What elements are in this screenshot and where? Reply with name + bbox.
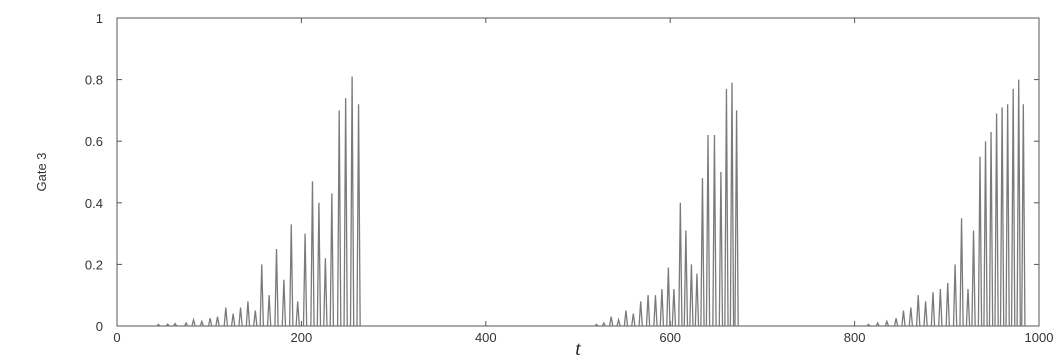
spike — [999, 107, 1005, 327]
spike — [718, 171, 724, 327]
spike — [983, 141, 988, 327]
spike — [875, 321, 880, 327]
x-tick-label: 200 — [291, 330, 313, 345]
spike — [908, 307, 914, 327]
spike — [356, 104, 361, 327]
spike — [971, 230, 976, 327]
spike — [1010, 88, 1016, 327]
spike — [666, 267, 671, 327]
y-axis-label: Gate 3 — [34, 152, 49, 191]
spike — [1021, 104, 1026, 327]
x-tick-label: 0 — [113, 330, 120, 345]
spike — [594, 323, 599, 327]
x-tick-label: 1000 — [1025, 330, 1054, 345]
spike — [930, 292, 936, 327]
spike — [274, 248, 279, 327]
spike — [223, 307, 229, 327]
spike — [923, 301, 928, 327]
spike — [156, 323, 161, 327]
spike — [295, 301, 300, 327]
spike — [689, 264, 694, 327]
spike — [336, 110, 342, 327]
spike — [884, 319, 890, 327]
spike — [952, 264, 958, 327]
spike — [623, 310, 629, 327]
spike — [734, 110, 739, 327]
spike — [705, 135, 711, 327]
spike — [712, 135, 717, 327]
spike — [616, 317, 621, 327]
spike — [700, 178, 705, 327]
spike — [183, 321, 189, 327]
spike — [230, 313, 236, 327]
spike — [988, 131, 994, 327]
spike — [683, 230, 689, 327]
spike — [302, 233, 308, 327]
spike — [659, 289, 665, 327]
spike — [1005, 104, 1010, 327]
spike — [172, 322, 178, 327]
y-axis-ticks: 0 0.2 0.4 0.6 0.8 1 — [85, 11, 1039, 334]
spike — [893, 318, 899, 327]
spike — [191, 317, 196, 327]
spike — [281, 279, 287, 327]
spike — [238, 307, 243, 327]
spike — [729, 82, 735, 327]
spike — [349, 76, 355, 327]
spike — [601, 321, 606, 327]
y-tick-label: 0 — [96, 319, 103, 334]
spike — [945, 282, 950, 327]
x-tick-label: 800 — [844, 330, 866, 345]
spike — [977, 156, 983, 327]
spike — [316, 202, 322, 327]
plot-area — [156, 76, 1026, 327]
spike — [343, 98, 348, 327]
spike — [959, 218, 964, 327]
spike — [207, 318, 213, 327]
y-tick-label: 1 — [96, 11, 103, 26]
spike — [678, 202, 683, 327]
spike — [323, 258, 328, 327]
x-axis-ticks: 0 200 400 600 800 1000 — [113, 18, 1053, 345]
spike — [259, 264, 265, 327]
spike — [608, 316, 614, 327]
spike — [310, 181, 315, 327]
spike — [671, 289, 677, 327]
spike — [199, 319, 205, 327]
spike — [901, 310, 906, 327]
spike — [266, 295, 272, 327]
spike — [645, 295, 651, 327]
spike — [866, 323, 871, 327]
series-line — [156, 76, 1026, 327]
y-tick-label: 0.8 — [85, 73, 103, 88]
y-tick-label: 0.6 — [85, 134, 103, 149]
y-tick-label: 0.2 — [85, 257, 103, 272]
x-axis-label: t — [575, 338, 581, 359]
spike — [724, 88, 729, 327]
x-tick-label: 600 — [659, 330, 681, 345]
spike — [965, 289, 971, 327]
spike — [329, 193, 335, 327]
y-tick-label: 0.4 — [85, 196, 103, 211]
spike — [915, 295, 921, 327]
spike — [653, 295, 658, 327]
spike — [1016, 79, 1021, 327]
plot-frame — [116, 17, 1040, 327]
x-tick-label: 400 — [475, 330, 497, 345]
spike — [994, 113, 999, 327]
spike — [289, 224, 294, 327]
spike — [694, 273, 700, 327]
spike — [165, 323, 170, 327]
spike — [638, 301, 643, 327]
spike — [245, 301, 251, 327]
spike — [631, 313, 636, 327]
spike — [253, 310, 258, 327]
spike — [215, 316, 220, 327]
spike — [938, 289, 943, 327]
